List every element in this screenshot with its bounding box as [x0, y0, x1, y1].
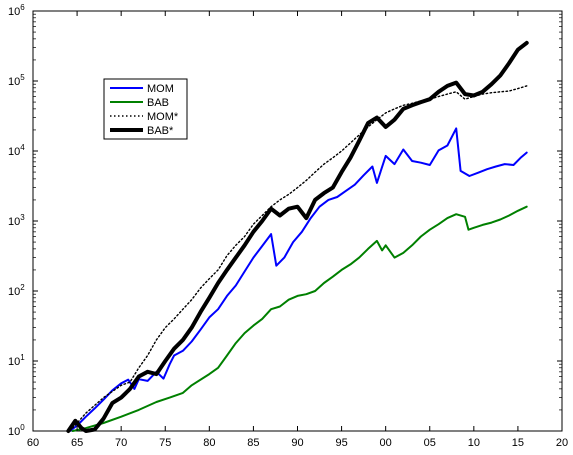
series-layer — [66, 40, 529, 433]
x-tick-label: 80 — [203, 437, 215, 449]
legend-label: MOM* — [147, 111, 179, 123]
x-tick-label: 10 — [468, 437, 480, 449]
legend: MOM BAB MOM* BAB* — [103, 78, 188, 140]
series-line-2 — [71, 205, 528, 432]
legend-label: BAB — [147, 97, 169, 109]
x-axis: 60 65 70 75 80 85 90 95 00 05 10 15 20 — [27, 11, 568, 449]
series-line-4 — [66, 40, 529, 433]
y-tick-label: 100 — [8, 423, 25, 438]
y-tick-label: 103 — [8, 213, 25, 228]
y-tick-label: 104 — [8, 143, 25, 158]
y-tick-label: 101 — [8, 353, 25, 368]
x-tick-label: 85 — [247, 437, 259, 449]
y-tick-label: 106 — [8, 3, 25, 18]
plot-area — [32, 10, 563, 432]
x-tick-label: 00 — [380, 437, 392, 449]
x-tick-label: 15 — [512, 437, 524, 449]
x-tick-label: 20 — [556, 437, 568, 449]
y-tick-label: 105 — [8, 73, 25, 88]
x-tick-label: 95 — [335, 437, 347, 449]
x-tick-label: 90 — [291, 437, 303, 449]
x-tick-label: 75 — [159, 437, 171, 449]
legend-label: MOM — [147, 83, 174, 95]
x-tick-label: 70 — [115, 437, 127, 449]
x-tick-label: 60 — [27, 437, 39, 449]
x-tick-label: 65 — [71, 437, 83, 449]
series-line-1 — [69, 127, 528, 432]
y-tick-label: 102 — [8, 283, 25, 298]
x-tick-label: 05 — [424, 437, 436, 449]
legend-label: BAB* — [147, 125, 174, 137]
series-line-3 — [69, 85, 528, 432]
y-axis: 100 101 102 103 104 105 106 — [8, 3, 562, 438]
